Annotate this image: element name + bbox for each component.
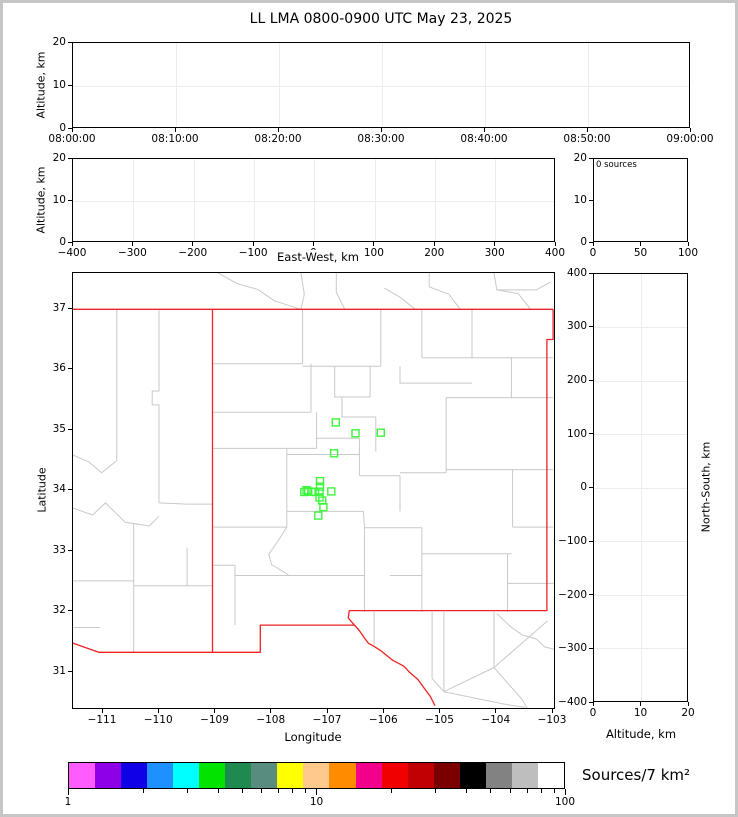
map-xlabel: Longitude	[284, 730, 342, 744]
ns-panel-xticks: 0 10 20	[590, 702, 695, 719]
histogram-yticks: 20 10 0	[549, 153, 593, 247]
gridline	[594, 327, 687, 328]
colorbar-cell	[121, 763, 148, 788]
lma-station-marker	[302, 485, 311, 495]
colorbar-cell	[277, 763, 304, 788]
panel-source-histogram	[593, 158, 688, 242]
ns-panel-ylabel: North-South, km	[699, 441, 713, 533]
colorbar-cell	[407, 763, 434, 788]
gridline	[194, 159, 195, 241]
gridline	[641, 274, 642, 701]
colorbar-cells	[69, 763, 564, 788]
colorbar-cell	[537, 763, 564, 788]
gridline	[314, 159, 315, 241]
colorbar-cell	[303, 763, 330, 788]
panel-altitude-northsouth	[593, 273, 688, 702]
lma-station-marker	[351, 429, 360, 438]
gridline	[375, 159, 376, 241]
gridline	[594, 595, 687, 596]
lma-station-marker	[314, 511, 323, 520]
time-panel-yticks: 20 10 0	[12, 37, 72, 133]
gridline	[594, 648, 687, 649]
lma-station-marker	[319, 502, 328, 512]
colorbar-cell	[329, 763, 356, 788]
lma-station-marker	[327, 487, 336, 496]
map-xticks: −111 −110 −109 −108 −107 −106 −105 −104 −103	[88, 709, 566, 726]
lma-station-marker	[315, 482, 325, 491]
gridline	[594, 381, 687, 382]
colorbar-cell	[95, 763, 122, 788]
lma-station-marker	[310, 487, 320, 497]
colorbar-cell	[251, 763, 278, 788]
lma-station-marker	[315, 476, 325, 486]
panel-altitude-time	[72, 42, 690, 128]
colorbar-cell	[69, 763, 96, 788]
colorbar-cell	[173, 763, 200, 788]
colorbar-tick-labels: 1 10 100	[65, 789, 575, 808]
ns-panel-yticks: 400 300 200 100 0 −100 −200 −300 −400	[523, 268, 593, 707]
gridline	[382, 43, 383, 127]
time-panel-xticks: 08:00:00 08:10:00 08:20:00 08:30:00 08:40:00…	[48, 128, 714, 145]
ew-panel-yticks: 20 10 0	[12, 153, 72, 247]
ns-panel-xlabel: Altitude, km	[605, 727, 677, 741]
colorbar-minor-ticks	[68, 789, 565, 794]
gridline	[495, 159, 496, 241]
gridline	[73, 86, 689, 87]
colorbar-cell	[199, 763, 226, 788]
gridline	[588, 43, 589, 127]
panel-altitude-eastwest	[72, 158, 555, 242]
gridline	[254, 159, 255, 241]
colorbar-cell	[381, 763, 408, 788]
colorbar-label: Sources/7 km²	[582, 766, 691, 784]
colorbar-cell	[511, 763, 538, 788]
lma-station-marker	[376, 428, 385, 437]
colorbar-cell	[459, 763, 486, 788]
source-count-annotation: 0 sources	[596, 160, 637, 170]
colorbar-cell	[433, 763, 460, 788]
gridline	[485, 43, 486, 127]
lma-station-marker	[315, 487, 324, 496]
gridline	[594, 488, 687, 489]
gridline	[73, 201, 554, 202]
colorbar	[68, 762, 565, 789]
panel-plan-view-map	[72, 272, 555, 709]
colorbar-cell	[485, 763, 512, 788]
map-yticks: 37 36 35 34 33 32 31	[12, 303, 72, 676]
lma-station-marker	[329, 449, 339, 458]
ew-panel-xlabel: East-West, km	[277, 250, 359, 264]
gridline	[435, 159, 436, 241]
gridline	[594, 434, 687, 435]
gridline	[133, 159, 134, 241]
gridline	[279, 43, 280, 127]
ew-panel-xticks: −400−300−200−1000100200300400	[58, 242, 565, 259]
figure-title: LL LMA 0800-0900 UTC May 23, 2025	[249, 11, 513, 27]
colorbar-cell	[225, 763, 252, 788]
lma-station-marker	[331, 418, 340, 427]
colorbar-cell	[147, 763, 174, 788]
colorbar-cell	[355, 763, 382, 788]
histogram-xticks: 0 50 100	[590, 242, 698, 259]
gridline	[594, 541, 687, 542]
gridline	[176, 43, 177, 127]
map-canvas	[73, 273, 554, 708]
